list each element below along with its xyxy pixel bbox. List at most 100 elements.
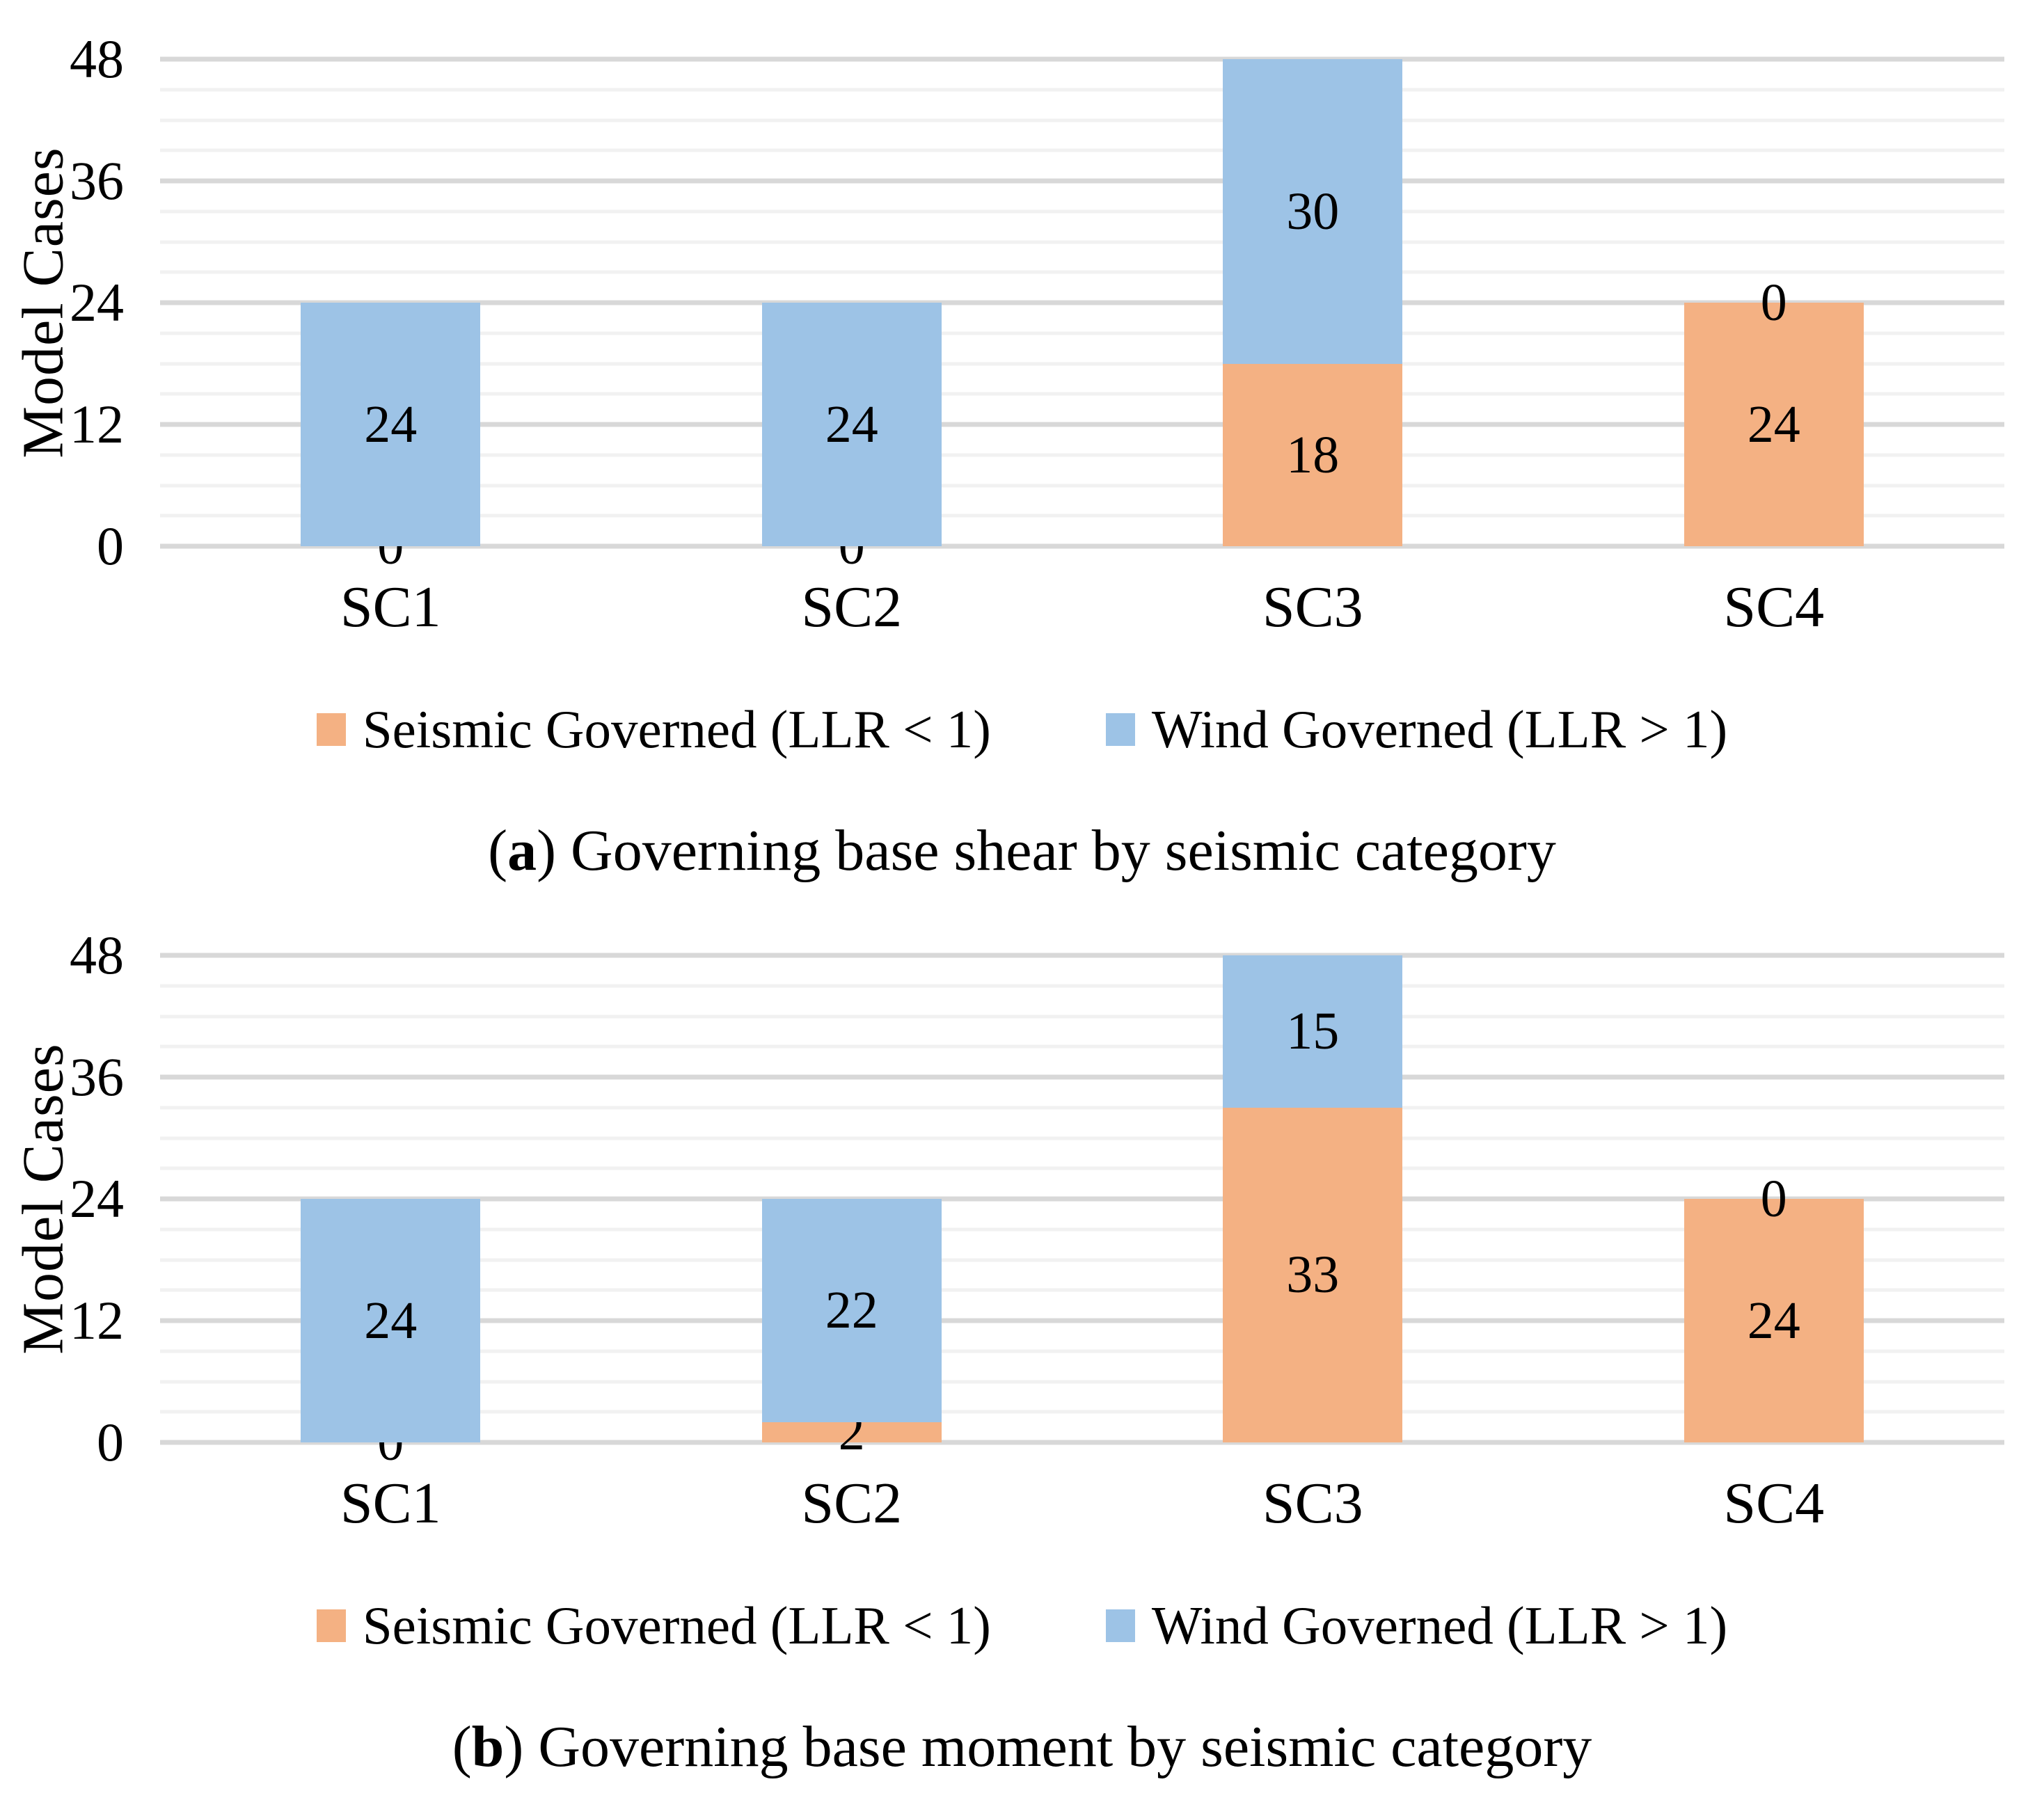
data-label-sc4: 24 (1747, 395, 1800, 454)
bar-segment-sc3 (1223, 955, 1403, 1108)
gridline-major (160, 178, 2004, 184)
bar-segment-sc3 (1223, 363, 1403, 546)
gridline-minor (160, 514, 2004, 518)
bar-segment-sc4 (1683, 303, 1864, 546)
legend-label: Seismic Governed (LLR < 1) (362, 699, 991, 759)
caption-text: ) Governing base shear by seismic catego… (537, 818, 1556, 883)
gridline-minor (160, 1227, 2004, 1232)
gridline-minor (160, 1106, 2004, 1110)
gridline-minor (160, 270, 2004, 274)
caption-letter: a (507, 818, 537, 883)
legend: Seismic Governed (LLR < 1) Wind Governed … (0, 696, 2044, 763)
legend-label: Seismic Governed (LLR < 1) (362, 1595, 991, 1655)
data-label-sc4: 24 (1747, 1291, 1800, 1350)
bar-segment-sc2 (761, 1422, 942, 1442)
gridline-minor (160, 1044, 2004, 1049)
x-axis-category-label: SC1 (340, 575, 441, 639)
bar-segment-sc2 (761, 303, 942, 546)
bar-segment-sc3 (1223, 59, 1403, 364)
x-axis-category-label: SC2 (801, 1471, 903, 1536)
data-label-sc2: 24 (825, 395, 878, 454)
caption-open-paren: ( (488, 818, 508, 883)
x-axis-category-label: SC4 (1723, 575, 1825, 639)
gridline-minor (160, 453, 2004, 457)
bar-segment-sc1 (301, 303, 481, 546)
plot-area: 0 24 2 22 33 15 24 0 (160, 953, 2004, 1469)
caption-text: ) Governing base moment by seismic categ… (504, 1714, 1592, 1779)
gridline-major (160, 56, 2004, 62)
bar-segment-sc1 (301, 1199, 481, 1442)
gridline-major (160, 1196, 2004, 1202)
chart-a-governing-base-shear: Model Cases 0 12 24 36 48 0 24 0 24 18 30 24 0 SC1 S… (0, 0, 2044, 896)
x-axis-category-label: SC3 (1262, 575, 1363, 639)
y-axis-tick-label: 0 (97, 1412, 124, 1472)
y-axis-tick-label: 0 (97, 516, 124, 576)
legend-item: Seismic Governed (LLR < 1) (316, 1595, 991, 1655)
gridline-minor (160, 1136, 2004, 1140)
gridline-minor (160, 1288, 2004, 1292)
gridline-major (160, 1074, 2004, 1080)
y-axis-tick-label: 24 (70, 272, 124, 333)
gridline-major (160, 1440, 2004, 1445)
gridline-major (160, 953, 2004, 958)
data-label-sc3: 18 (1286, 425, 1340, 484)
data-label-sc3: 30 (1286, 182, 1340, 241)
y-axis-ticks: 0 12 24 36 48 (0, 928, 139, 1470)
chart-b-governing-base-moment: Model Cases 0 12 24 36 48 0 24 2 22 33 15 24 0 SC1 S… (0, 896, 2044, 1807)
data-label-sc1: 24 (364, 1291, 418, 1350)
gridline-minor (160, 1014, 2004, 1018)
y-axis-ticks: 0 12 24 36 48 (0, 32, 139, 573)
legend-swatch (316, 713, 346, 746)
legend-item: Seismic Governed (LLR < 1) (316, 699, 991, 759)
data-label-sc3: 15 (1286, 1002, 1340, 1061)
y-axis-tick-label: 12 (70, 1290, 124, 1351)
gridline-minor (160, 1166, 2004, 1170)
gridline-major (160, 300, 2004, 305)
legend-item: Wind Governed (LLR > 1) (1105, 1595, 1728, 1655)
data-label-sc1: 24 (364, 395, 418, 454)
legend-item: Wind Governed (LLR > 1) (1105, 699, 1728, 759)
gridline-minor (160, 148, 2004, 152)
legend-swatch (316, 1609, 346, 1642)
legend-swatch (1105, 1609, 1135, 1642)
gridline-minor (160, 392, 2004, 396)
y-axis-tick-label: 24 (70, 1168, 124, 1229)
y-axis-tick-label: 12 (70, 394, 124, 454)
caption-letter: b (471, 1714, 505, 1779)
y-axis-tick-label: 36 (70, 150, 124, 211)
x-axis-category-label: SC2 (801, 575, 903, 639)
gridline-major (160, 543, 2004, 549)
legend: Seismic Governed (LLR < 1) Wind Governed … (0, 1592, 2044, 1659)
caption-open-paren: ( (452, 1714, 472, 1779)
x-axis-category-labels: SC1 SC2 SC3 SC4 (160, 574, 2004, 654)
y-axis-tick-label: 36 (70, 1046, 124, 1107)
gridline-major (160, 1318, 2004, 1323)
gridline-minor (160, 209, 2004, 214)
data-label-sc4: 0 (1760, 1170, 1787, 1228)
gridline-major (160, 422, 2004, 427)
x-axis-category-label: SC4 (1723, 1471, 1825, 1536)
legend-label: Wind Governed (LLR > 1) (1151, 699, 1728, 759)
data-label-sc3: 33 (1286, 1245, 1340, 1305)
legend-label: Wind Governed (LLR > 1) (1151, 1595, 1728, 1655)
bar-segment-sc4 (1683, 1199, 1864, 1442)
plot-area: 0 24 0 24 18 30 24 0 (160, 56, 2004, 573)
gridline-minor (160, 88, 2004, 92)
gridline-minor (160, 118, 2004, 122)
gridline-minor (160, 331, 2004, 335)
legend-swatch (1105, 713, 1135, 746)
data-label-sc2: 22 (825, 1281, 878, 1340)
gridline-minor (160, 362, 2004, 365)
gridline-minor (160, 1410, 2004, 1414)
x-axis-category-labels: SC1 SC2 SC3 SC4 (160, 1470, 2004, 1550)
gridline-minor (160, 484, 2004, 487)
y-axis-tick-label: 48 (70, 925, 124, 985)
caption-a: (a) Governing base shear by seismic cate… (0, 814, 2044, 887)
data-label-sc4: 0 (1760, 273, 1787, 332)
gridline-minor (160, 1380, 2004, 1383)
gridline-minor (160, 1349, 2004, 1353)
gridline-minor (160, 240, 2004, 244)
x-axis-category-label: SC3 (1262, 1471, 1363, 1536)
x-axis-category-label: SC1 (340, 1471, 441, 1536)
caption-b: (b) Governing base moment by seismic cat… (0, 1710, 2044, 1783)
